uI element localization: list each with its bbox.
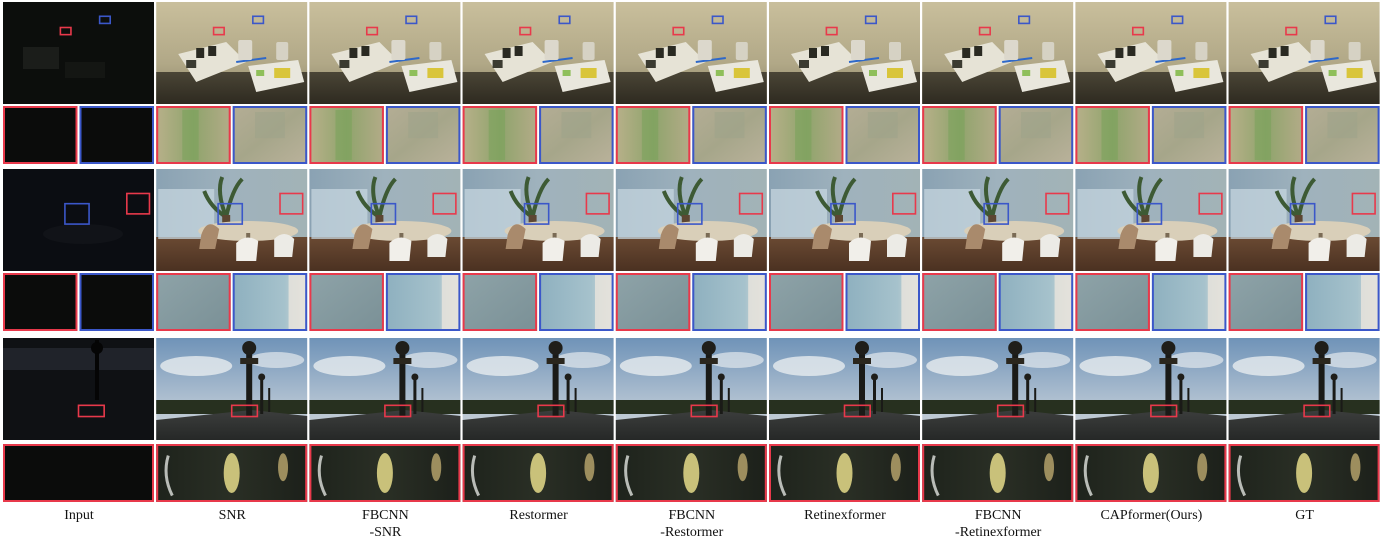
label-capformer: CAPformer(Ours) <box>1100 508 1203 523</box>
panel-retinexformer-scene-3 <box>769 338 920 440</box>
crop-fbcnn-snr-scene-1 <box>309 106 461 164</box>
panel-capformer-scene-1 <box>1075 2 1227 104</box>
label-fbcnn-restormer: FBCNN -Restormer <box>660 508 724 540</box>
panel-capformer-scene-2 <box>1075 169 1227 271</box>
crop-fbcnn-retinexformer-scene-1 <box>922 106 1074 164</box>
crop-snr-scene-1 <box>156 106 308 164</box>
crop-capformer-scene-2 <box>1075 273 1227 331</box>
crop-gt-scene-3 <box>1228 444 1380 502</box>
crop-fbcnn-retinexformer-scene-3 <box>922 444 1074 502</box>
panel-fbcnn-restormer-scene-1 <box>615 2 767 104</box>
panel-snr-scene-3 <box>156 338 308 440</box>
panel-restormer-scene-1 <box>462 2 614 104</box>
crop-capformer-scene-3 <box>1075 444 1227 502</box>
panel-input-scene-1 <box>3 2 154 104</box>
crop-fbcnn-restormer-scene-1 <box>615 106 767 164</box>
crop-fbcnn-restormer-scene-2 <box>615 273 767 331</box>
label-fbcnn-retinexformer: FBCNN -Retinexformer <box>955 508 1042 540</box>
panel-fbcnn-snr-scene-3 <box>309 338 461 440</box>
panel-restormer-scene-3 <box>462 338 614 440</box>
panel-capformer-scene-3 <box>1075 338 1227 440</box>
crop-restormer-scene-3 <box>462 444 614 502</box>
crop-retinexformer-scene-3 <box>769 444 920 502</box>
crop-fbcnn-snr-scene-3 <box>309 444 461 502</box>
crop-gt-scene-2 <box>1228 273 1380 331</box>
panel-fbcnn-snr-scene-2 <box>309 169 461 271</box>
crop-snr-scene-3 <box>156 444 308 502</box>
label-restormer: Restormer <box>509 508 568 523</box>
panel-snr-scene-1 <box>156 2 308 104</box>
label-fbcnn-snr: FBCNN -SNR <box>362 508 409 540</box>
panel-retinexformer-scene-1 <box>769 2 920 104</box>
panel-fbcnn-retinexformer-scene-2 <box>922 169 1074 271</box>
crop-fbcnn-snr-scene-2 <box>309 273 461 331</box>
panel-retinexformer-scene-2 <box>769 169 920 271</box>
panel-fbcnn-retinexformer-scene-1 <box>922 2 1074 104</box>
crop-retinexformer-scene-1 <box>769 106 920 164</box>
crop-fbcnn-retinexformer-scene-2 <box>922 273 1074 331</box>
panel-gt-scene-3 <box>1228 338 1380 440</box>
label-gt: GT <box>1295 508 1314 523</box>
crop-input-scene-1 <box>3 106 154 164</box>
panel-fbcnn-restormer-scene-3 <box>615 338 767 440</box>
label-snr: SNR <box>218 508 246 523</box>
panel-restormer-scene-2 <box>462 169 614 271</box>
panel-input-scene-2 <box>3 169 154 271</box>
crop-restormer-scene-2 <box>462 273 614 331</box>
panel-input-scene-3 <box>3 338 154 440</box>
crop-snr-scene-2 <box>156 273 308 331</box>
crop-gt-scene-1 <box>1228 106 1380 164</box>
crop-fbcnn-restormer-scene-3 <box>615 444 767 502</box>
crop-retinexformer-scene-2 <box>769 273 920 331</box>
panel-fbcnn-snr-scene-1 <box>309 2 461 104</box>
label-retinexformer: Retinexformer <box>804 508 886 523</box>
panel-gt-scene-1 <box>1228 2 1380 104</box>
label-input: Input <box>64 508 94 523</box>
crop-input-scene-2 <box>3 273 154 331</box>
panel-snr-scene-2 <box>156 169 308 271</box>
crop-restormer-scene-1 <box>462 106 614 164</box>
crop-input-scene-3 <box>3 444 154 502</box>
crop-capformer-scene-1 <box>1075 106 1227 164</box>
panel-fbcnn-restormer-scene-2 <box>615 169 767 271</box>
panel-gt-scene-2 <box>1228 169 1380 271</box>
panel-fbcnn-retinexformer-scene-3 <box>922 338 1074 440</box>
